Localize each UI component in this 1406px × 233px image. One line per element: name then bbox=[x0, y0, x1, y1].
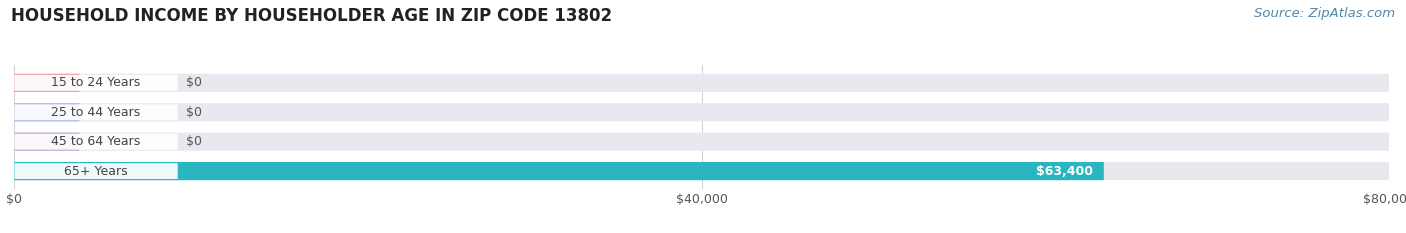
FancyBboxPatch shape bbox=[14, 163, 177, 179]
FancyBboxPatch shape bbox=[14, 103, 79, 121]
FancyBboxPatch shape bbox=[14, 74, 1389, 92]
FancyBboxPatch shape bbox=[14, 162, 1104, 180]
Text: $0: $0 bbox=[186, 106, 202, 119]
Text: Source: ZipAtlas.com: Source: ZipAtlas.com bbox=[1254, 7, 1395, 20]
FancyBboxPatch shape bbox=[14, 75, 177, 91]
Text: $0: $0 bbox=[186, 76, 202, 89]
FancyBboxPatch shape bbox=[14, 162, 1389, 180]
Text: 15 to 24 Years: 15 to 24 Years bbox=[52, 76, 141, 89]
Text: HOUSEHOLD INCOME BY HOUSEHOLDER AGE IN ZIP CODE 13802: HOUSEHOLD INCOME BY HOUSEHOLDER AGE IN Z… bbox=[11, 7, 613, 25]
Text: $63,400: $63,400 bbox=[1036, 164, 1094, 178]
FancyBboxPatch shape bbox=[14, 133, 1389, 151]
FancyBboxPatch shape bbox=[14, 134, 177, 150]
FancyBboxPatch shape bbox=[14, 133, 79, 151]
Text: $0: $0 bbox=[186, 135, 202, 148]
FancyBboxPatch shape bbox=[14, 103, 1389, 121]
Text: 45 to 64 Years: 45 to 64 Years bbox=[52, 135, 141, 148]
FancyBboxPatch shape bbox=[14, 104, 177, 120]
Text: 65+ Years: 65+ Years bbox=[65, 164, 128, 178]
Text: 25 to 44 Years: 25 to 44 Years bbox=[52, 106, 141, 119]
FancyBboxPatch shape bbox=[14, 74, 79, 92]
